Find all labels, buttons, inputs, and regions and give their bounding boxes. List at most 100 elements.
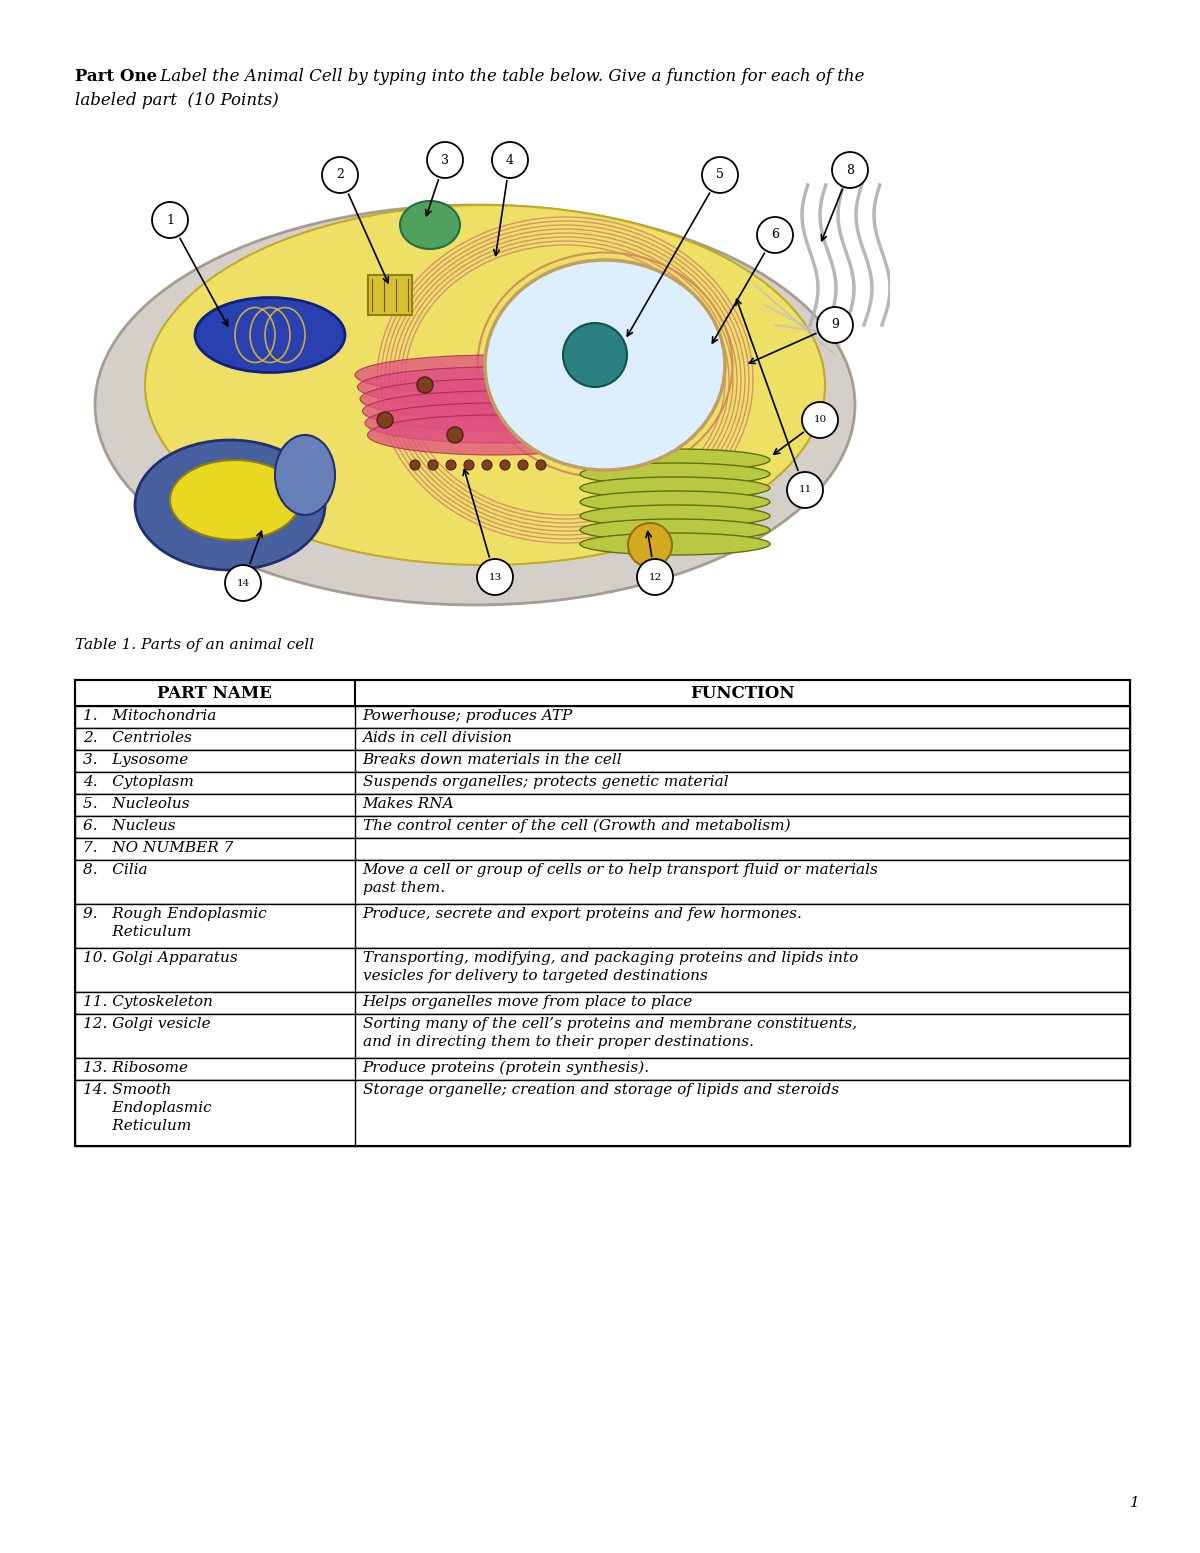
Text: 10: 10 <box>814 416 827 424</box>
Text: 4.   Cytoplasm: 4. Cytoplasm <box>83 775 194 789</box>
Circle shape <box>802 402 838 438</box>
Ellipse shape <box>580 477 770 499</box>
Circle shape <box>817 307 853 343</box>
Ellipse shape <box>275 435 335 516</box>
Bar <box>74 1058 1130 1079</box>
Circle shape <box>152 202 188 238</box>
Text: PART NAME: PART NAME <box>157 685 272 702</box>
Ellipse shape <box>358 367 632 407</box>
Circle shape <box>536 460 546 471</box>
Text: 7.   NO NUMBER 7: 7. NO NUMBER 7 <box>83 842 233 856</box>
Ellipse shape <box>145 205 826 565</box>
Bar <box>74 750 1130 772</box>
Ellipse shape <box>580 491 770 512</box>
Bar <box>74 707 1130 728</box>
Ellipse shape <box>170 460 300 540</box>
Text: 1: 1 <box>166 213 174 227</box>
Text: Transporting, modifying, and packaging proteins and lipids into
vesicles for del: Transporting, modifying, and packaging p… <box>362 950 858 983</box>
Circle shape <box>518 460 528 471</box>
Text: labeled part  (10 Points): labeled part (10 Points) <box>74 92 278 109</box>
Bar <box>74 728 1130 750</box>
Circle shape <box>446 460 456 471</box>
Circle shape <box>482 460 492 471</box>
Circle shape <box>322 157 358 193</box>
Text: 12: 12 <box>648 573 661 581</box>
Circle shape <box>377 412 394 429</box>
Bar <box>74 1079 1130 1146</box>
Text: Table 1. Parts of an animal cell: Table 1. Parts of an animal cell <box>74 638 314 652</box>
Circle shape <box>628 523 672 567</box>
Text: 8: 8 <box>846 163 854 177</box>
Text: Part One: Part One <box>74 68 157 85</box>
Ellipse shape <box>95 205 854 606</box>
Circle shape <box>563 323 628 387</box>
Text: Move a cell or group of cells or to help transport fluid or materials
past them.: Move a cell or group of cells or to help… <box>362 863 878 895</box>
Text: 10. Golgi Apparatus: 10. Golgi Apparatus <box>83 950 238 964</box>
Circle shape <box>832 152 868 188</box>
Bar <box>74 839 1130 860</box>
Text: 1: 1 <box>1130 1496 1140 1510</box>
Text: Powerhouse; produces ATP: Powerhouse; produces ATP <box>362 710 572 724</box>
Text: 11. Cytoskeleton: 11. Cytoskeleton <box>83 995 212 1009</box>
Circle shape <box>428 460 438 471</box>
Text: 1.   Mitochondria: 1. Mitochondria <box>83 710 216 724</box>
Text: 9: 9 <box>832 318 839 331</box>
Bar <box>74 1014 1130 1058</box>
Text: 2: 2 <box>336 168 344 182</box>
Text: 6.   Nucleus: 6. Nucleus <box>83 818 175 832</box>
Text: The control center of the cell (Growth and metabolism): The control center of the cell (Growth a… <box>362 818 791 834</box>
Text: 9.   Rough Endoplasmic
      Reticulum: 9. Rough Endoplasmic Reticulum <box>83 907 266 940</box>
Text: Breaks down materials in the cell: Breaks down materials in the cell <box>362 753 623 767</box>
Circle shape <box>757 217 793 253</box>
Circle shape <box>418 377 433 393</box>
Circle shape <box>410 460 420 471</box>
Ellipse shape <box>134 439 325 570</box>
Ellipse shape <box>400 200 460 248</box>
Bar <box>74 680 1130 707</box>
Text: 5.   Nucleolus: 5. Nucleolus <box>83 797 190 811</box>
Ellipse shape <box>485 259 725 471</box>
Circle shape <box>478 559 514 595</box>
Text: 8.   Cilia: 8. Cilia <box>83 863 148 877</box>
Ellipse shape <box>580 505 770 526</box>
Ellipse shape <box>580 449 770 471</box>
Text: 2.   Centrioles: 2. Centrioles <box>83 731 192 745</box>
Ellipse shape <box>362 391 628 432</box>
Text: 11: 11 <box>798 486 811 494</box>
Circle shape <box>446 427 463 443</box>
Text: Produce proteins (protein synthesis).: Produce proteins (protein synthesis). <box>362 1061 649 1075</box>
Text: 14. Smooth
      Endoplasmic
      Reticulum: 14. Smooth Endoplasmic Reticulum <box>83 1082 211 1132</box>
Bar <box>74 992 1130 1014</box>
Bar <box>74 815 1130 839</box>
Text: FUNCTION: FUNCTION <box>690 685 794 702</box>
Ellipse shape <box>580 519 770 540</box>
Bar <box>74 947 1130 992</box>
Text: Aids in cell division: Aids in cell division <box>362 731 512 745</box>
Text: Sorting many of the cell’s proteins and membrane constituents,
and in directing : Sorting many of the cell’s proteins and … <box>362 1017 857 1048</box>
FancyBboxPatch shape <box>368 275 412 315</box>
Circle shape <box>637 559 673 595</box>
Ellipse shape <box>355 356 635 394</box>
Circle shape <box>464 460 474 471</box>
Text: 13: 13 <box>488 573 502 581</box>
Bar <box>74 860 1130 904</box>
Circle shape <box>702 157 738 193</box>
Ellipse shape <box>580 463 770 485</box>
Circle shape <box>787 472 823 508</box>
Circle shape <box>500 460 510 471</box>
Circle shape <box>427 141 463 179</box>
Text: 3.   Lysosome: 3. Lysosome <box>83 753 188 767</box>
Bar <box>74 904 1130 947</box>
Text: 3: 3 <box>442 154 449 166</box>
Text: 5: 5 <box>716 168 724 182</box>
Text: Storage organelle; creation and storage of lipids and steroids: Storage organelle; creation and storage … <box>362 1082 839 1096</box>
Ellipse shape <box>580 533 770 554</box>
Text: Suspends organelles; protects genetic material: Suspends organelles; protects genetic ma… <box>362 775 728 789</box>
Circle shape <box>492 141 528 179</box>
Text: 14: 14 <box>236 579 250 587</box>
Text: 12. Golgi vesicle: 12. Golgi vesicle <box>83 1017 211 1031</box>
Text: Makes RNA: Makes RNA <box>362 797 454 811</box>
Text: Produce, secrete and export proteins and few hormones.: Produce, secrete and export proteins and… <box>362 907 803 921</box>
Ellipse shape <box>194 298 346 373</box>
Text: Helps organelles move from place to place: Helps organelles move from place to plac… <box>362 995 692 1009</box>
